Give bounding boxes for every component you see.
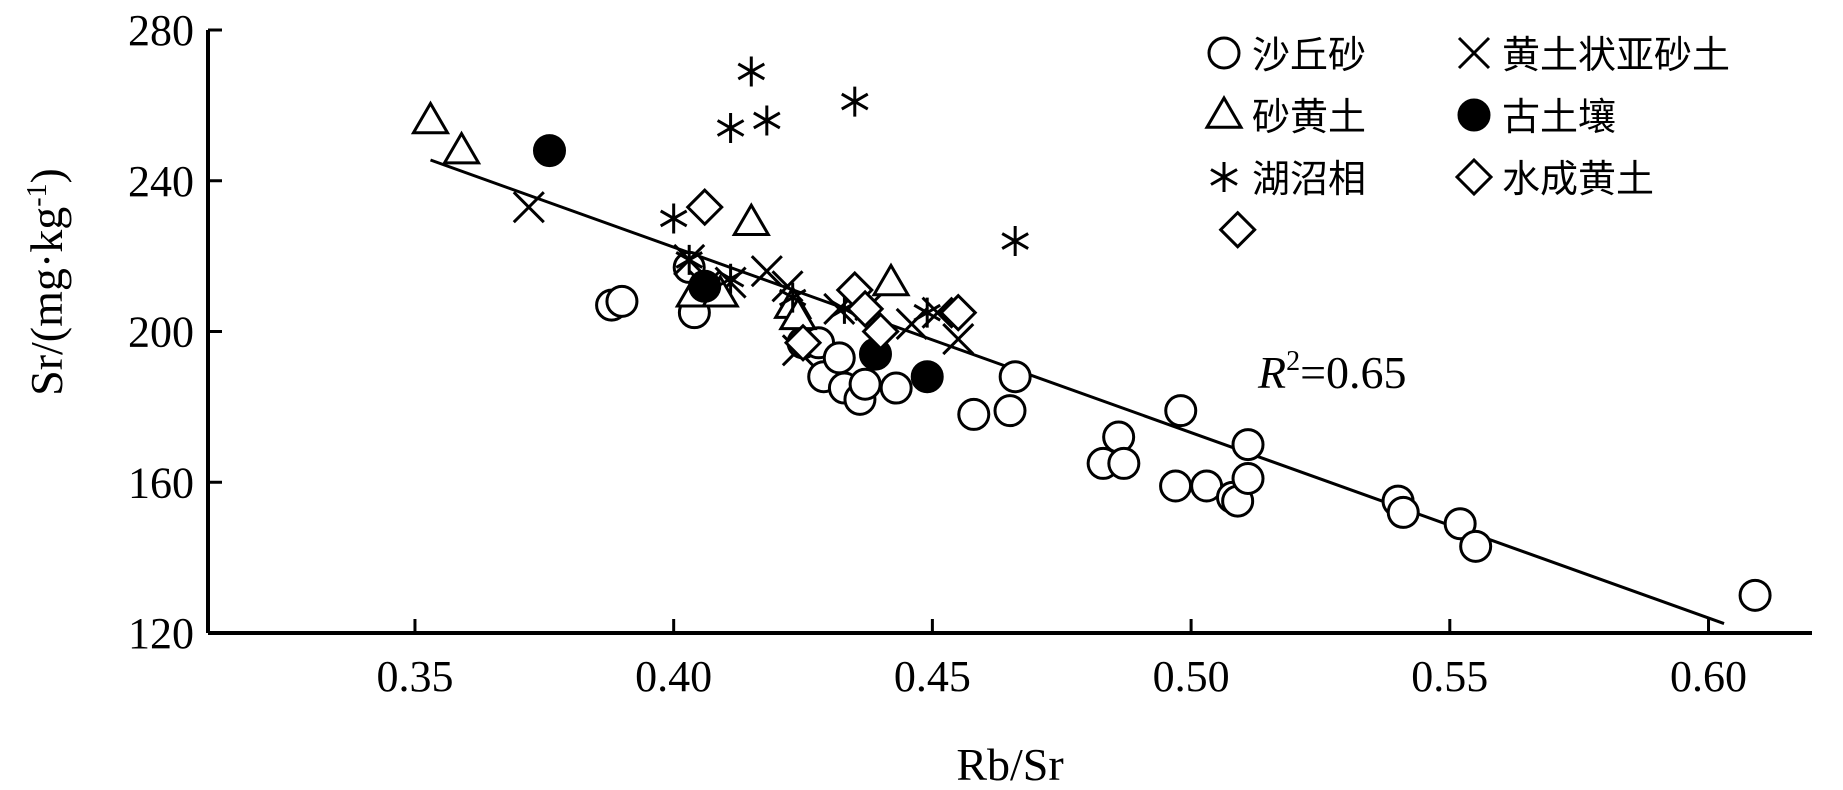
r-squared-prefix: R (1257, 347, 1286, 398)
data-point (731, 202, 771, 236)
data-point (441, 130, 482, 165)
legend-label: 黄土状亚砂土 (1502, 33, 1730, 77)
data-point (753, 105, 781, 136)
data-point (1107, 446, 1141, 480)
axes: 0.35 0.40 0.45 0.50 0.55 0.60 120 160 200 240 280 (128, 6, 1812, 701)
data-point (1386, 495, 1420, 529)
x-tick-label: 0.60 (1670, 652, 1747, 701)
data-point (861, 312, 900, 351)
legend-marker (1204, 95, 1244, 129)
data-point (1231, 428, 1265, 462)
data-point (716, 112, 745, 143)
y-tick-label: 280 (128, 6, 194, 55)
data-point (822, 341, 856, 375)
data-point (957, 397, 991, 431)
legend-marker (1207, 36, 1241, 70)
legend-marker (1457, 98, 1491, 132)
legend-label: 水成黄土 (1502, 157, 1654, 201)
y-axis-title-sup: -1 (22, 183, 53, 206)
data-point (939, 293, 978, 332)
data-point (1231, 461, 1265, 495)
x-tick-label: 0.50 (1153, 652, 1230, 701)
x-tick-label: 0.45 (894, 652, 971, 701)
legend-label: 古土壤 (1502, 95, 1616, 139)
data-point (688, 269, 722, 303)
data-point (848, 367, 882, 401)
legend-marker (1210, 162, 1238, 192)
legend-marker (1457, 36, 1491, 70)
r-squared-sup: 2 (1286, 346, 1300, 377)
data-point (659, 203, 688, 234)
data-point (1102, 420, 1136, 454)
data-point (846, 289, 885, 329)
data-point (512, 191, 545, 224)
r-squared-annotation: R2=0.65 (1257, 346, 1407, 398)
data-point (871, 262, 911, 297)
data-point (895, 307, 928, 341)
series-2 (410, 100, 911, 331)
data-point (879, 371, 913, 405)
data-points (410, 56, 1772, 612)
x-tick-label: 0.40 (635, 652, 712, 701)
data-point (1159, 469, 1193, 503)
data-point (532, 134, 566, 168)
data-point (998, 360, 1032, 394)
y-axis-title: Sr/(mg·kg-1) (21, 168, 72, 396)
data-point (1459, 529, 1493, 563)
legend-label: 湖沼相 (1252, 157, 1366, 201)
legend-label: 砂黄土 (1252, 95, 1366, 139)
trendline (429, 158, 1725, 625)
data-point (913, 297, 941, 328)
y-tick-label: 240 (128, 157, 194, 206)
data-point (1738, 578, 1772, 612)
data-point (605, 284, 639, 318)
data-point (737, 56, 766, 87)
data-point (993, 394, 1027, 428)
data-point (778, 282, 807, 313)
legend-label: 沙丘砂 (1252, 33, 1366, 77)
x-axis-title: Rb/Sr (956, 739, 1063, 790)
data-point (750, 255, 783, 288)
data-point (942, 322, 975, 356)
trendline-layer (429, 158, 1725, 625)
x-tick-label: 0.55 (1411, 652, 1488, 701)
data-point (841, 86, 869, 117)
y-tick-label: 200 (128, 308, 194, 357)
data-point (910, 360, 944, 394)
y-axis-title-main: Sr/(mg·kg (21, 207, 72, 396)
data-point (778, 296, 818, 331)
data-point (675, 244, 703, 275)
data-point (1001, 226, 1029, 257)
x-tick-label: 0.35 (376, 652, 453, 701)
y-tick-label: 120 (128, 609, 194, 658)
y-axis-title-close: ) (21, 168, 72, 183)
data-point (1218, 210, 1257, 249)
data-point (410, 100, 451, 135)
y-tick-label: 160 (128, 458, 194, 507)
data-point (1443, 507, 1477, 541)
data-point (1164, 394, 1198, 428)
series-5 (685, 188, 1257, 362)
legend-marker (1454, 157, 1494, 197)
series-4 (659, 56, 1029, 328)
data-point (685, 188, 724, 227)
data-point (716, 263, 745, 294)
series-3 (532, 134, 944, 394)
data-point (783, 323, 823, 362)
series-0 (595, 250, 1772, 612)
r-squared-suffix: =0.65 (1300, 347, 1406, 398)
